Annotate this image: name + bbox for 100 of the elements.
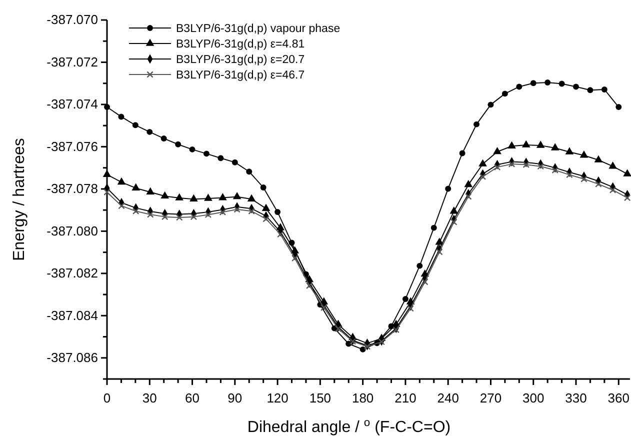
point	[102, 170, 112, 177]
point	[516, 84, 522, 90]
y-tick-label: -387.086	[46, 350, 98, 366]
point	[190, 194, 198, 202]
point	[232, 159, 238, 166]
x-tick-label: 120	[266, 390, 288, 406]
point	[334, 325, 342, 332]
point	[349, 338, 356, 345]
point	[595, 180, 602, 188]
point	[573, 84, 579, 90]
legend-label: B3LYP/6-31g(d,p) vapour phase	[176, 23, 340, 36]
x-tick-label: 360	[608, 390, 630, 406]
x-tick-label: 210	[394, 390, 416, 406]
point	[360, 346, 366, 352]
point	[175, 141, 182, 148]
point	[494, 164, 501, 171]
point	[594, 155, 603, 162]
point	[422, 278, 428, 286]
point	[176, 214, 183, 221]
point	[550, 143, 560, 150]
y-axis-title: Energy / hartrees	[11, 138, 28, 261]
point	[522, 161, 530, 168]
x-tick-label: 180	[352, 390, 374, 406]
x-tick-label: 60	[185, 390, 200, 406]
point	[260, 184, 266, 190]
point	[450, 206, 458, 214]
point	[565, 147, 574, 154]
point	[160, 191, 170, 199]
point	[536, 140, 545, 148]
point	[508, 160, 516, 168]
point	[474, 121, 480, 128]
point	[608, 162, 617, 169]
point	[459, 150, 466, 156]
point	[204, 150, 210, 157]
point	[146, 128, 153, 135]
point	[218, 155, 224, 162]
point	[478, 159, 487, 166]
point	[160, 135, 167, 142]
point	[146, 211, 154, 218]
point	[465, 193, 472, 200]
point	[146, 187, 155, 195]
point	[204, 211, 212, 218]
point	[248, 208, 255, 215]
point	[274, 208, 281, 215]
x-tick-label: 0	[103, 390, 111, 406]
point	[493, 146, 502, 154]
point	[402, 296, 408, 302]
point	[204, 194, 212, 201]
point	[558, 80, 565, 87]
x-tick-label: 30	[142, 390, 157, 406]
legend-label: B3LYP/6-31g(d,p) ε=4.81	[176, 38, 305, 51]
x-tick-label: 300	[522, 390, 544, 406]
point	[117, 177, 126, 185]
point	[436, 248, 443, 256]
y-tick-label: -387.076	[46, 138, 98, 154]
y-tick-label: -387.070	[46, 12, 98, 28]
y-tick-label: -387.074	[46, 96, 98, 112]
point	[291, 254, 298, 262]
point	[502, 90, 508, 97]
x-axis-title: Dihedral angle / $^{o}$ (F-C-C=O)	[247, 417, 451, 436]
point	[566, 171, 573, 178]
point	[219, 208, 226, 216]
point	[435, 238, 444, 245]
point	[132, 183, 140, 190]
point	[537, 162, 544, 170]
point	[190, 213, 198, 220]
y-tick-label: -387.082	[46, 266, 98, 281]
point	[218, 193, 227, 200]
point	[306, 282, 313, 290]
y-tick-label: -387.072	[46, 54, 98, 70]
point	[132, 208, 140, 215]
point	[247, 194, 256, 202]
point	[587, 87, 594, 94]
point	[364, 343, 371, 350]
legend-label: B3LYP/6-31g(d,p) ε=46.7	[176, 70, 305, 82]
point	[544, 80, 551, 86]
point	[161, 213, 168, 220]
point	[616, 104, 622, 110]
point	[479, 173, 486, 180]
point	[104, 188, 110, 196]
y-tick-label: -387.080	[46, 223, 98, 238]
x-tick-label: 150	[309, 390, 332, 406]
point	[407, 305, 414, 312]
point	[232, 192, 242, 200]
point	[262, 216, 270, 222]
point	[624, 194, 631, 202]
point	[118, 114, 124, 120]
x-tick-label: 270	[480, 390, 502, 406]
x-tick-label: 90	[228, 390, 242, 406]
point	[445, 186, 452, 192]
point	[580, 176, 588, 182]
point	[508, 141, 516, 148]
point	[488, 102, 494, 108]
point	[609, 186, 616, 194]
point	[262, 204, 270, 211]
point	[416, 262, 423, 269]
y-tick-label: -387.078	[46, 181, 98, 196]
point	[234, 206, 240, 213]
point	[189, 146, 196, 152]
point	[552, 166, 558, 174]
